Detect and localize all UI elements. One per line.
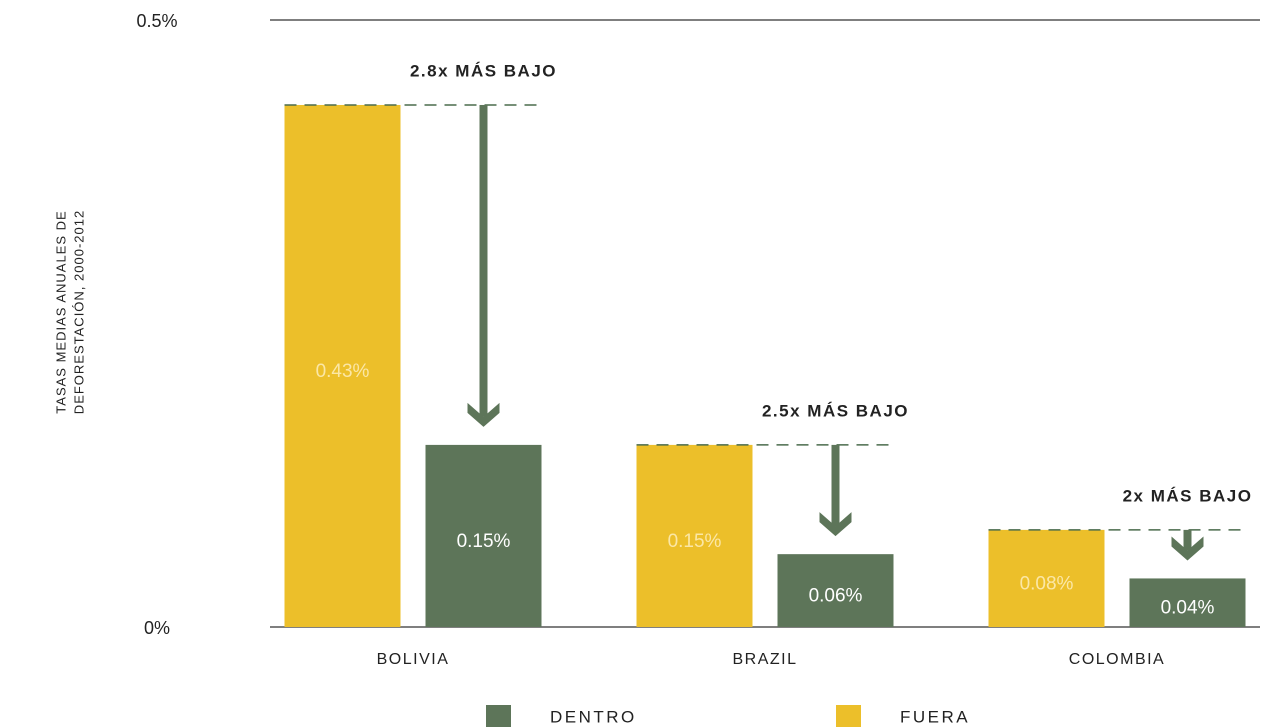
y-axis-label: TASAS MEDIAS ANUALES DE xyxy=(53,210,68,413)
x-tick-label: BOLIVIA xyxy=(377,651,450,668)
y-tick-label: 0.5% xyxy=(136,11,177,31)
arrow-head xyxy=(467,402,500,427)
annotation: 2.5x MÁS BAJO xyxy=(762,401,909,420)
legend-swatch xyxy=(486,705,511,727)
arrow-head xyxy=(1171,536,1204,561)
bar xyxy=(988,529,1105,627)
legend-label: FUERA xyxy=(900,707,970,726)
annotation: 2.8x MÁS BAJO xyxy=(410,61,557,80)
value-label: 0.15% xyxy=(668,531,722,552)
arrow-shaft xyxy=(479,104,488,417)
value-label: 0.04% xyxy=(1161,598,1215,619)
annotation: 2x MÁS BAJO xyxy=(1123,486,1253,505)
arrow-shaft xyxy=(1183,529,1192,551)
legend-swatch xyxy=(836,705,861,727)
bar xyxy=(284,104,401,628)
bar xyxy=(425,444,542,627)
y-axis-label: DEFORESTACIÓN, 2000-2012 xyxy=(71,210,86,414)
legend-label: DENTRO xyxy=(550,707,637,726)
arrow-head xyxy=(819,512,852,537)
value-label: 0.08% xyxy=(1020,573,1074,594)
x-tick-label: COLOMBIA xyxy=(1069,651,1165,668)
value-label: 0.43% xyxy=(316,361,370,382)
bar xyxy=(636,444,753,627)
value-label: 0.15% xyxy=(457,531,511,552)
bar xyxy=(777,554,894,627)
bar xyxy=(1129,578,1246,627)
y-tick-label: 0% xyxy=(144,618,170,638)
x-tick-label: BRAZIL xyxy=(732,651,797,668)
value-label: 0.06% xyxy=(809,586,863,607)
arrow-shaft xyxy=(831,444,840,527)
